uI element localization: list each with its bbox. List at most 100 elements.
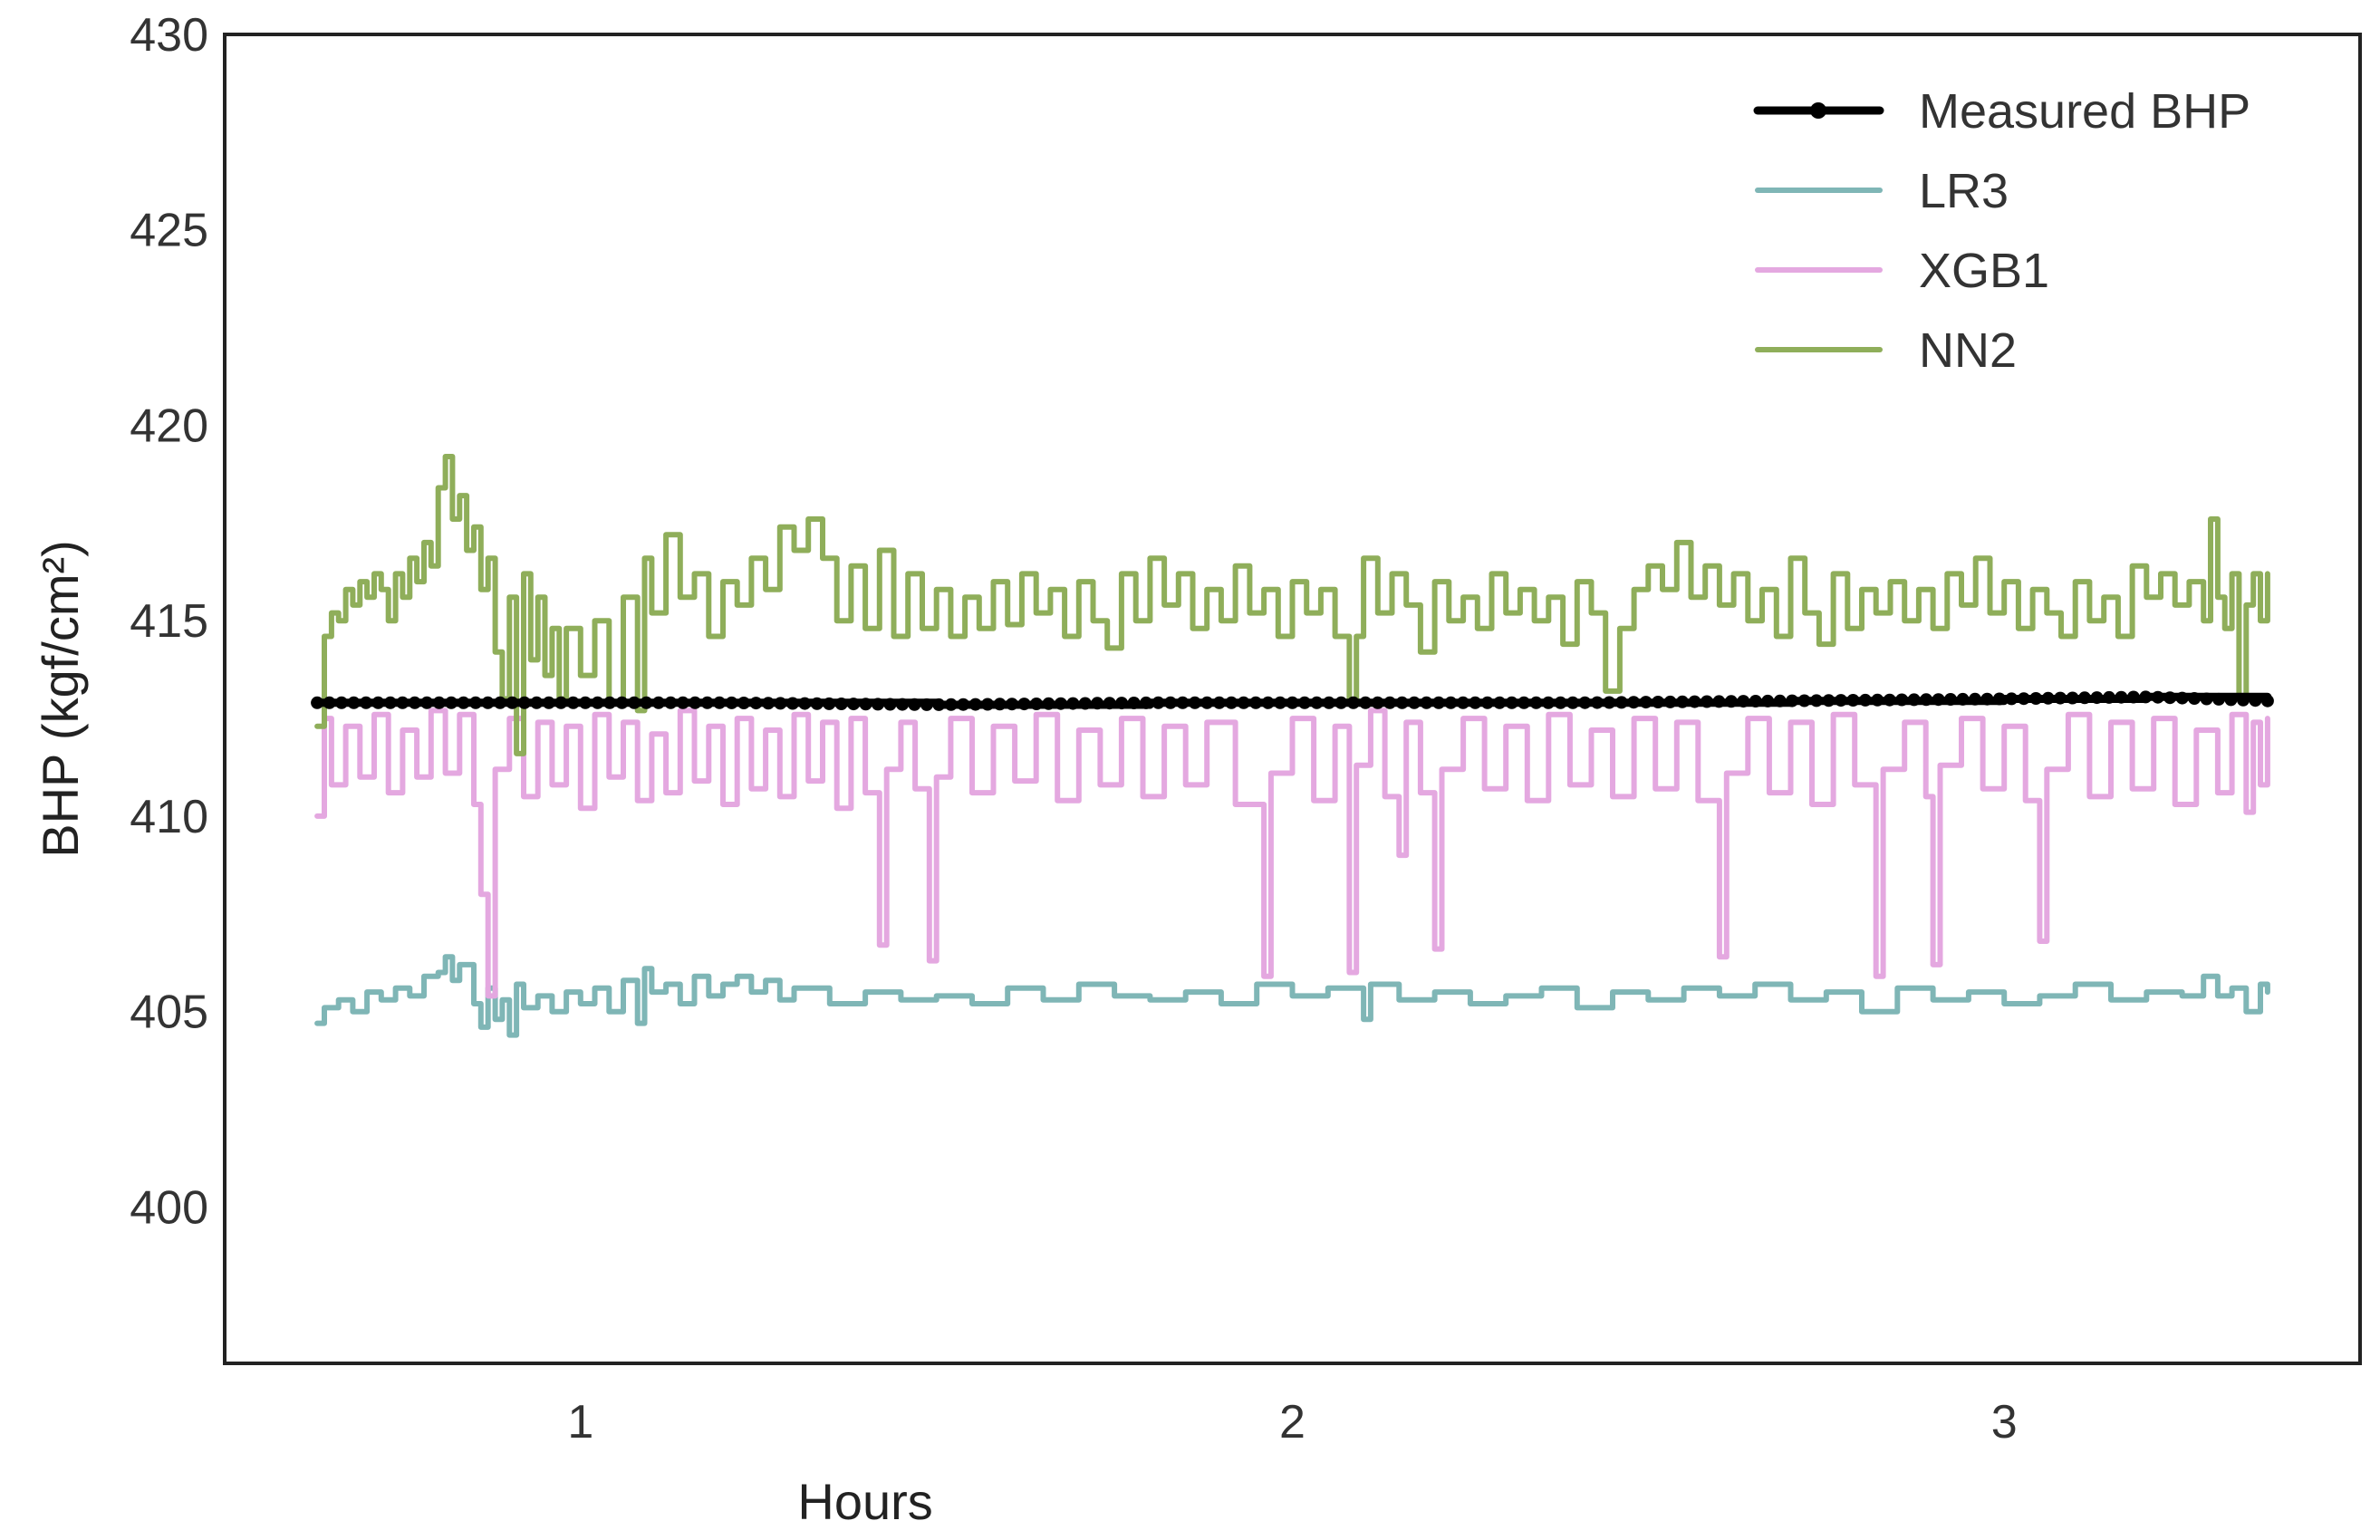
measured-point [2175,691,2189,705]
measured-point [749,697,763,710]
x-axis-ticks: 1 2 3 [567,1396,2017,1449]
y-tick-label-420: 420 [130,399,208,452]
measured-point [1969,692,1981,706]
series-layer [311,454,2274,1038]
y-tick-label-400: 400 [130,1181,208,1234]
series-line-lr3 [314,954,2270,1038]
measured-point [1200,696,1214,709]
measured-point [311,696,324,709]
measured-point [883,698,897,711]
measured-point [1176,696,1190,709]
measured-point [1639,696,1653,709]
measured-point [700,696,714,709]
y-tick-label-430: 430 [130,9,208,62]
measured-point [1578,696,1592,709]
measured-point [1529,696,1543,709]
measured-point [1992,692,2006,706]
measured-point [932,698,946,711]
measured-point [1590,696,1604,709]
legend: Measured BHP LR3 XGB1 NN2 [1753,84,2250,378]
measured-point [1042,697,1055,710]
measured-point [554,696,568,709]
measured-point [1151,696,1165,709]
measured-point [615,696,629,709]
measured-point [530,696,544,709]
measured-point [1761,694,1775,707]
measured-point [432,696,446,709]
measured-point [1469,696,1482,709]
measured-point [1980,692,1994,706]
measured-point [2126,690,2140,704]
measured-point [1017,698,1031,711]
measured-point [798,697,812,710]
measured-point [2054,691,2067,705]
measured-point [1956,692,1970,706]
measured-point [1786,694,1799,707]
measured-point [383,696,397,709]
measured-point [981,698,995,711]
measured-point [1712,695,1726,708]
measured-point [908,698,921,711]
measured-point [1493,696,1507,709]
measured-point [1724,695,1738,708]
measured-point [591,696,604,709]
measured-point [1835,694,1847,707]
legend-marker-measured-bhp [1810,102,1826,119]
measured-point [481,696,495,709]
measured-point [725,696,738,709]
measured-point [1480,696,1494,709]
measured-point [1737,695,1750,708]
measured-point [1920,693,1933,707]
measured-point [1140,696,1152,709]
measured-point [785,697,799,710]
measured-point [1676,695,1689,708]
measured-point [2041,691,2055,705]
measured-point [1566,696,1579,709]
series-line-nn2 [314,454,2270,756]
measured-point [1006,698,1018,711]
measured-point [1749,695,1762,707]
measured-point [651,696,665,709]
measured-point [944,698,958,711]
measured-point [1188,696,1201,709]
measured-point [1066,697,1080,710]
measured-point [2017,692,2030,706]
measured-point [1505,696,1518,709]
measured-point [896,698,909,711]
measured-point [1395,696,1409,709]
measured-point [993,698,1007,711]
measured-point [335,696,348,709]
measured-point [1932,693,1945,707]
measured-point [664,696,678,709]
measured-point [1701,695,1713,708]
measured-point [1688,695,1701,708]
measured-point [347,696,361,709]
measured-point [1603,696,1616,709]
measured-point [1310,696,1324,709]
measured-point [1518,696,1531,709]
plot-frame [223,33,2362,1365]
measured-point [689,696,702,709]
measured-point [2115,690,2128,704]
measured-point [360,696,372,709]
measured-point [445,696,458,709]
measured-point [2188,692,2202,705]
measured-point [408,696,421,709]
legend-label-measured-bhp: Measured BHP [1919,84,2250,139]
measured-point [2249,694,2262,707]
measured-point [968,698,982,711]
x-tick-label-1: 1 [567,1396,593,1449]
y-axis-ticks: 400 405 410 415 420 425 430 [130,9,208,1234]
measured-point [2163,691,2177,705]
measured-point [1871,693,1884,707]
measured-point [2066,691,2079,705]
y-tick-label-410: 410 [130,791,208,843]
measured-point [1322,696,1335,709]
measured-point [2078,691,2091,705]
measured-point [737,697,750,709]
measured-point [957,698,970,711]
measured-point [1030,698,1043,710]
measured-point [469,696,482,709]
measured-point [1858,693,1872,707]
measured-point [2005,692,2019,706]
